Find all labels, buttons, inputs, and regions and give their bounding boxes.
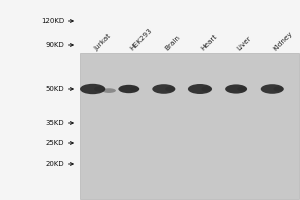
Text: Jurkat: Jurkat <box>93 33 112 52</box>
Text: HEK293: HEK293 <box>129 27 153 52</box>
Text: 35KD: 35KD <box>46 120 64 126</box>
Text: 20KD: 20KD <box>46 161 64 167</box>
Ellipse shape <box>130 87 139 91</box>
Ellipse shape <box>102 88 116 93</box>
Ellipse shape <box>94 86 105 92</box>
Ellipse shape <box>201 86 212 92</box>
Text: 120KD: 120KD <box>41 18 64 24</box>
Ellipse shape <box>225 84 247 94</box>
Ellipse shape <box>188 84 212 94</box>
FancyBboxPatch shape <box>80 53 298 199</box>
Ellipse shape <box>237 86 247 92</box>
Text: Liver: Liver <box>236 35 253 52</box>
Ellipse shape <box>261 84 284 94</box>
Text: Heart: Heart <box>200 33 218 52</box>
Ellipse shape <box>152 84 175 94</box>
Text: Brain: Brain <box>164 34 182 52</box>
Text: 50KD: 50KD <box>46 86 64 92</box>
Text: Kidney: Kidney <box>272 30 294 52</box>
Ellipse shape <box>165 86 175 92</box>
Text: 25KD: 25KD <box>46 140 64 146</box>
Ellipse shape <box>118 85 139 93</box>
Ellipse shape <box>80 84 105 94</box>
Text: 90KD: 90KD <box>46 42 64 48</box>
Ellipse shape <box>274 86 284 92</box>
